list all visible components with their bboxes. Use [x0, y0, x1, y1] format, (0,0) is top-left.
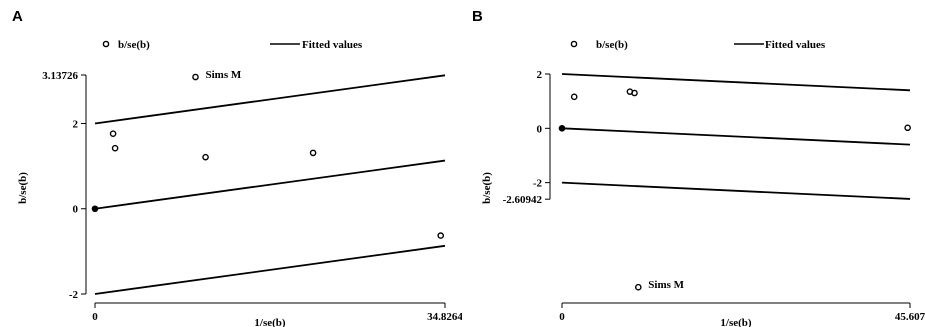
legend-marker-circle	[102, 40, 110, 48]
panel-label: A	[12, 8, 23, 25]
y-tick-label: 2	[73, 118, 79, 130]
x-tick-label: 0	[559, 311, 565, 323]
legend-label: Fitted values	[302, 39, 363, 51]
fitted-line	[561, 181, 911, 200]
y-axis-title: b/se(b)	[17, 172, 29, 204]
x-axis-title: 1/se(b)	[254, 317, 286, 327]
data-point	[437, 232, 445, 239]
point-annotation: Sims M	[205, 69, 241, 81]
y-tick-label: 2	[537, 69, 543, 81]
x-axis-title: 1/se(b)	[720, 317, 752, 327]
legend-label: b/se(b)	[596, 39, 628, 51]
x-tick-label: 0	[92, 311, 98, 323]
data-point	[309, 149, 317, 157]
data-point	[109, 130, 117, 138]
data-point	[904, 124, 911, 132]
legend-label: Fitted values	[765, 39, 826, 51]
fitted-line	[94, 159, 446, 210]
y-tick-label: 3.13726	[42, 70, 78, 82]
panel-label: B	[472, 8, 483, 25]
data-point	[631, 89, 638, 97]
fitted-line	[561, 73, 911, 92]
data-point	[202, 153, 209, 161]
point-annotation: Sims M	[648, 279, 684, 291]
y-tick-label: -2.60942	[503, 194, 543, 206]
data-point	[192, 73, 199, 81]
y-axis-title: b/se(b)	[481, 172, 493, 204]
y-tick-label: -2	[533, 178, 543, 190]
y-tick-label: -2	[69, 289, 79, 301]
y-tick-label: 0	[537, 123, 543, 135]
x-tick-label: 45.607	[895, 311, 925, 323]
data-point	[570, 93, 578, 101]
chart-a-svg: Ab/se(b) Fitted values -2 0 2 3.13726 0 34.8264…	[12, 8, 462, 327]
data-point	[111, 144, 119, 152]
legend-marker-circle	[570, 40, 578, 48]
data-point	[635, 283, 642, 291]
fitted-line	[94, 244, 446, 295]
chart-b-svg: Bb/se(b) Fitted values -2.60942 -2 0 2 0 45.607…	[472, 8, 925, 327]
fitted-line	[561, 127, 911, 146]
y-tick-label: 0	[73, 204, 79, 216]
fitted-line	[94, 74, 446, 125]
legend-label: b/se(b)	[118, 39, 150, 51]
x-tick-label: 34.8264	[427, 311, 462, 323]
